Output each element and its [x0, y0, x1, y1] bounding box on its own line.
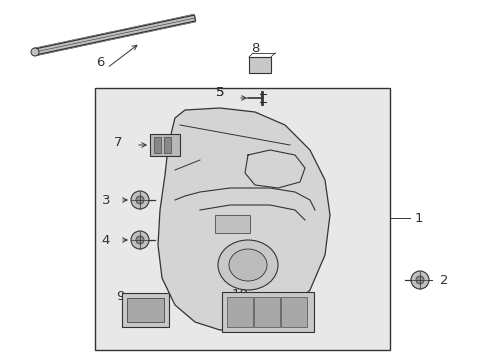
Ellipse shape	[218, 240, 278, 290]
FancyBboxPatch shape	[215, 215, 250, 233]
FancyBboxPatch shape	[150, 134, 180, 156]
Text: 8: 8	[251, 41, 259, 54]
FancyBboxPatch shape	[127, 298, 164, 322]
FancyBboxPatch shape	[154, 137, 161, 153]
Polygon shape	[34, 15, 196, 55]
Text: 1: 1	[415, 211, 423, 225]
Circle shape	[31, 48, 39, 56]
Text: 5: 5	[216, 86, 224, 99]
Ellipse shape	[229, 249, 267, 281]
Polygon shape	[95, 88, 390, 350]
Circle shape	[411, 271, 429, 289]
Text: 10: 10	[232, 288, 248, 301]
FancyBboxPatch shape	[254, 297, 280, 327]
Circle shape	[131, 191, 149, 209]
Polygon shape	[158, 108, 330, 330]
Circle shape	[136, 196, 144, 204]
FancyBboxPatch shape	[281, 297, 307, 327]
Text: 5: 5	[216, 86, 224, 99]
Text: 6: 6	[96, 55, 104, 68]
Text: 9: 9	[116, 291, 124, 303]
Text: 3: 3	[101, 194, 110, 207]
FancyBboxPatch shape	[222, 292, 314, 332]
FancyBboxPatch shape	[227, 297, 253, 327]
Circle shape	[416, 276, 424, 284]
FancyBboxPatch shape	[164, 137, 171, 153]
Circle shape	[136, 236, 144, 244]
FancyBboxPatch shape	[249, 57, 271, 73]
Circle shape	[131, 231, 149, 249]
Text: 2: 2	[440, 274, 448, 287]
FancyBboxPatch shape	[122, 293, 169, 327]
Text: 7: 7	[114, 136, 122, 149]
Text: 4: 4	[101, 234, 110, 247]
